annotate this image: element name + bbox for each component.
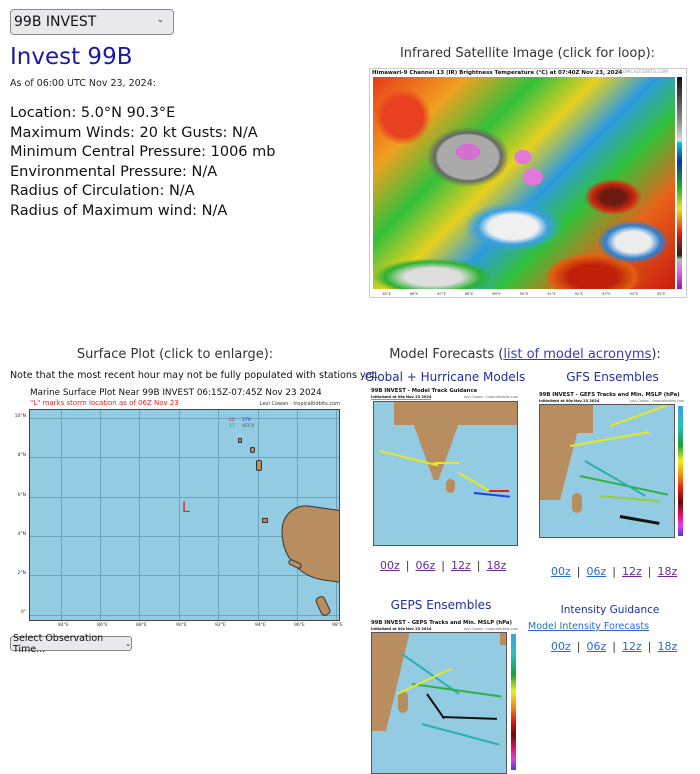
global-run-12z[interactable]: 12z xyxy=(451,559,471,572)
gefs-colorbar xyxy=(678,406,683,536)
chevron-down-icon: ⌄ xyxy=(125,639,131,648)
storm-details: Location: 5.0°N 90.3°E Maximum Winds: 20… xyxy=(10,104,275,222)
station-temp: 25 xyxy=(229,418,235,423)
surface-note: Note that the most recent hour may not b… xyxy=(10,370,379,381)
detail-location: Location: 5.0°N 90.3°E xyxy=(10,105,176,121)
geps-label: GEPS Ensembles xyxy=(390,598,492,612)
detail-min-pressure: Minimum Central Pressure: 1006 mb xyxy=(10,144,276,161)
surface-plot-link[interactable]: Marine Surface Plot Near 99B INVEST 06:1… xyxy=(10,388,343,630)
gefs-label: GFS Ensembles xyxy=(566,370,659,384)
global-run-18z[interactable]: 18z xyxy=(486,559,507,572)
chevron-down-icon: ⌄ xyxy=(156,15,164,25)
satellite-image-link[interactable]: Himawari-9 Channel 13 (IR) Brightness Te… xyxy=(369,68,687,298)
detail-env-pressure: Environmental Pressure: N/A xyxy=(10,163,218,180)
gefs-run-links: 00z | 06z | 12z | 18z xyxy=(551,565,678,578)
intensity-run-06z[interactable]: 06z xyxy=(586,640,607,653)
gefs-run-18z[interactable]: 18z xyxy=(657,565,678,578)
observation-time-select[interactable]: Select Observation Time... ⌄ xyxy=(10,633,132,655)
global-models-image-link[interactable]: 99B INVEST - Model Track Guidance Initia… xyxy=(370,388,520,546)
surface-plot-subtitle: "L" marks storm location as of 06Z Nov 2… xyxy=(30,399,179,407)
satellite-ir-image xyxy=(373,77,675,289)
global-run-links: 00z | 06z | 12z | 18z xyxy=(380,559,507,572)
surface-plot-title: Marine Surface Plot Near 99B INVEST 06:1… xyxy=(30,388,322,398)
satellite-x-axis: 85°E 86°E 87°E 88°E 89°E 90°E 91°E 92°E … xyxy=(382,292,666,296)
model-intensity-forecasts-link[interactable]: Model Intensity Forecasts xyxy=(528,621,650,632)
global-models-label: Global + Hurricane Models xyxy=(364,370,526,384)
gefs-track-map xyxy=(539,404,675,538)
gefs-run-00z[interactable]: 00z xyxy=(551,565,571,578)
satellite-colorbar xyxy=(677,77,682,289)
storm-title: Invest 99B xyxy=(10,44,133,70)
storm-select-value: 99B INVEST xyxy=(14,14,97,30)
storm-select[interactable]: 99B INVEST ⌄ xyxy=(10,9,174,35)
satellite-image-title: Himawari-9 Channel 13 (IR) Brightness Te… xyxy=(372,70,623,76)
intensity-run-18z[interactable]: 18z xyxy=(657,640,678,653)
detail-radius-circulation: Radius of Circulation: N/A xyxy=(10,183,195,200)
satellite-brand: TROPICALTIDBITS.COM xyxy=(616,70,668,75)
satellite-heading: Infrared Satellite Image (click for loop… xyxy=(399,46,656,61)
surface-plot-credit: Levi Cowan - tropicaltidbits.com xyxy=(259,401,340,407)
surface-heading: Surface Plot (click to enlarge): xyxy=(76,347,274,362)
storm-location-marker: L xyxy=(182,500,190,516)
station-dewpoint: 17 xyxy=(229,424,235,429)
gefs-image-link[interactable]: 99B INVEST - GEFS Tracks and Min. MSLP (… xyxy=(538,392,686,547)
station-pressure: 170 xyxy=(242,418,251,423)
geps-image-link[interactable]: 99B INVEST - GEPS Tracks and Min. MSLP (… xyxy=(370,620,520,774)
gefs-run-12z[interactable]: 12z xyxy=(622,565,642,578)
sumatra-landmass xyxy=(275,502,339,584)
gefs-run-06z[interactable]: 06z xyxy=(586,565,607,578)
as-of-timestamp: As of 06:00 UTC Nov 23, 2024: xyxy=(10,78,156,89)
model-acronyms-link[interactable]: list of model acronyms xyxy=(503,347,652,362)
geps-colorbar xyxy=(511,634,516,770)
intensity-run-links: 00z | 06z | 12z | 18z xyxy=(551,640,678,653)
detail-max-winds: Maximum Winds: 20 kt Gusts: N/A xyxy=(10,124,258,141)
geps-track-map xyxy=(371,632,507,774)
global-run-06z[interactable]: 06z xyxy=(415,559,436,572)
intensity-guidance-label: Intensity Guidance xyxy=(560,604,660,616)
intensity-run-00z[interactable]: 00z xyxy=(551,640,571,653)
global-track-map xyxy=(373,401,518,546)
intensity-forecasts-container: Model Intensity Forecasts xyxy=(528,621,649,632)
intensity-run-12z[interactable]: 12z xyxy=(622,640,642,653)
surface-map: 25 17 170 VECX L xyxy=(29,409,340,621)
detail-radius-max-wind: Radius of Maximum wind: N/A xyxy=(10,202,228,219)
global-run-00z[interactable]: 00z xyxy=(380,559,400,572)
station-id: VECX xyxy=(242,424,255,429)
model-forecasts-heading: Model Forecasts (list of model acronyms)… xyxy=(389,347,661,362)
